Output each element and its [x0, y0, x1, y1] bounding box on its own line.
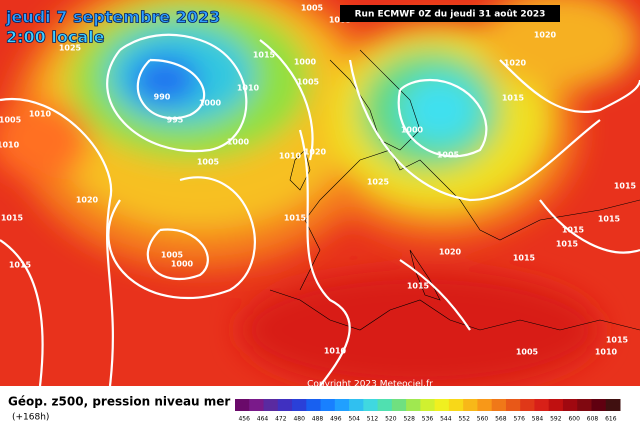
isobar-labels: 1005100510251015100010059901000101099510… [0, 4, 637, 357]
isobar-label: 1015 [1, 214, 24, 223]
run-box [340, 5, 560, 22]
scale-label: 512 [367, 416, 379, 423]
isobar-label: 1015 [9, 261, 32, 270]
scale-label: 472 [275, 416, 287, 423]
copyright: Copyright 2023 Meteociel.fr [307, 380, 433, 390]
map-date: jeudi 7 septembre 2023 [5, 8, 220, 27]
isobar-label: 1005 [516, 348, 539, 357]
isobar-label: 1005 [301, 4, 324, 13]
isobar-label: 1015 [556, 240, 579, 249]
scale-label: 520 [385, 416, 397, 423]
scale-label: 600 [568, 416, 580, 423]
scale-label: 568 [495, 416, 507, 423]
isobar-label: 1000 [171, 260, 194, 269]
isobar-label: 1010 [324, 347, 347, 356]
scale-label: 552 [458, 416, 470, 423]
isobar-label: 1005 [437, 151, 460, 160]
isobar-label: 995 [167, 116, 184, 125]
scale-swatch [277, 399, 293, 411]
isobar-label: 1015 [562, 226, 585, 235]
scale-label: 592 [550, 416, 562, 423]
scale-label: 560 [477, 416, 489, 423]
scale-swatch [235, 399, 250, 411]
scale-label: 504 [348, 416, 360, 423]
isobar-label: 1015 [284, 214, 307, 223]
scale-swatch [434, 399, 450, 411]
isobar-label: 1000 [294, 58, 317, 67]
isobar-label: 1005 [0, 116, 22, 125]
isobar-label: 1015 [253, 51, 276, 60]
scale-label: 488 [312, 416, 324, 423]
isobar-label: 1010 [595, 348, 618, 357]
isobar-label: 1015 [598, 215, 621, 224]
scale-label: 608 [587, 416, 599, 423]
color-scale: 456 464 472 480 488 496 504 512 520 528 536 544 552 5… [235, 399, 621, 423]
scale-label: 480 [293, 416, 305, 423]
isobar-label: 1025 [59, 44, 82, 53]
isobar-label: 1015 [513, 254, 536, 263]
scale-swatch [491, 399, 507, 411]
scale-swatch [363, 399, 379, 411]
scale-swatch [591, 399, 607, 411]
scale-swatch [463, 399, 478, 411]
scale-label: 544 [440, 416, 452, 423]
scale-swatch [406, 399, 421, 411]
scale-swatch [306, 399, 322, 411]
field-title: Géop. z500, pression niveau mer [8, 395, 230, 409]
isobar-label: 1020 [304, 148, 327, 157]
isobar-label: 1020 [439, 248, 462, 257]
scale-swatch [605, 399, 621, 411]
map-time: 2:00 locale [6, 28, 105, 47]
isobar-label: 1020 [76, 196, 99, 205]
scale-label: 456 [238, 416, 250, 423]
isobars [0, 33, 640, 387]
forecast-step: (+168h) [12, 413, 49, 423]
isobar-label: 1005 [297, 78, 320, 87]
isobar-label: 1020 [504, 59, 527, 68]
scale-swatch [292, 399, 307, 411]
isobar-label: 1025 [367, 178, 390, 187]
isobar-label: 1015 [407, 282, 430, 291]
scale-swatch [577, 399, 592, 411]
isobar-label: 990 [154, 93, 171, 102]
scale-swatch [420, 399, 436, 411]
isobar-label: 1005 [161, 251, 184, 260]
scale-swatch [249, 399, 265, 411]
scale-swatch [534, 399, 550, 411]
scale-label: 584 [532, 416, 544, 423]
isobar-label: 1010 [0, 141, 20, 150]
isobar-label: 1010 [29, 110, 52, 119]
isobar-label: 1000 [199, 99, 222, 108]
scale-label: 496 [330, 416, 342, 423]
scale-swatch [320, 399, 336, 411]
isobar-label: 1015 [614, 182, 637, 191]
scale-swatch [448, 399, 464, 411]
isobar-label: 1020 [534, 31, 557, 40]
run-info: Run ECMWF 0Z du jeudi 31 août 2023 [355, 10, 546, 20]
scale-label: 536 [422, 416, 434, 423]
scale-label: 528 [403, 416, 415, 423]
isobar-label: 1010 [237, 84, 260, 93]
scale-swatch [263, 399, 279, 411]
isobar-label: 1015 [606, 336, 629, 345]
scale-swatch [349, 399, 364, 411]
isobar-label: 1000 [227, 138, 250, 147]
scale-swatch [520, 399, 535, 411]
isobar-label: 1010 [279, 152, 302, 161]
isobar-label: 1015 [502, 94, 525, 103]
scale-label: 464 [257, 416, 269, 423]
scale-swatch [562, 399, 578, 411]
scale-swatch [505, 399, 521, 411]
isobar-label: 1000 [401, 126, 424, 135]
scale-swatch [477, 399, 493, 411]
scale-label: 616 [605, 416, 617, 423]
scale-swatch [334, 399, 350, 411]
scale-swatch [377, 399, 393, 411]
scale-swatch [548, 399, 564, 411]
scale-label: 576 [513, 416, 525, 423]
scale-swatch [391, 399, 407, 411]
isobar-label: 1005 [197, 158, 220, 167]
